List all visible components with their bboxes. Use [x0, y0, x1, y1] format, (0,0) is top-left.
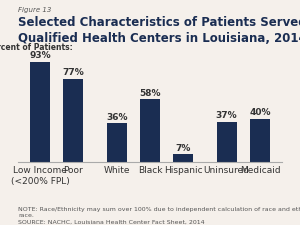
- Bar: [63, 79, 83, 162]
- Text: Percent of Patients:: Percent of Patients:: [0, 43, 73, 52]
- Text: 77%: 77%: [62, 68, 84, 77]
- Bar: [30, 62, 50, 162]
- Bar: [140, 99, 160, 162]
- Text: 93%: 93%: [29, 51, 51, 60]
- Text: Figure 13: Figure 13: [18, 7, 51, 13]
- Text: Selected Characteristics of Patients Served by Federally
Qualified Health Center: Selected Characteristics of Patients Ser…: [18, 16, 300, 45]
- Bar: [250, 119, 270, 162]
- Text: 58%: 58%: [139, 89, 161, 98]
- Bar: [107, 123, 127, 162]
- Bar: [217, 122, 237, 162]
- Text: 40%: 40%: [249, 108, 271, 117]
- Text: 36%: 36%: [106, 112, 128, 122]
- Text: 7%: 7%: [176, 144, 191, 153]
- Text: 37%: 37%: [216, 111, 238, 120]
- Bar: [173, 154, 193, 162]
- Text: NOTE: Race/Ethnicity may sum over 100% due to independent calculation of race an: NOTE: Race/Ethnicity may sum over 100% d…: [18, 207, 300, 224]
